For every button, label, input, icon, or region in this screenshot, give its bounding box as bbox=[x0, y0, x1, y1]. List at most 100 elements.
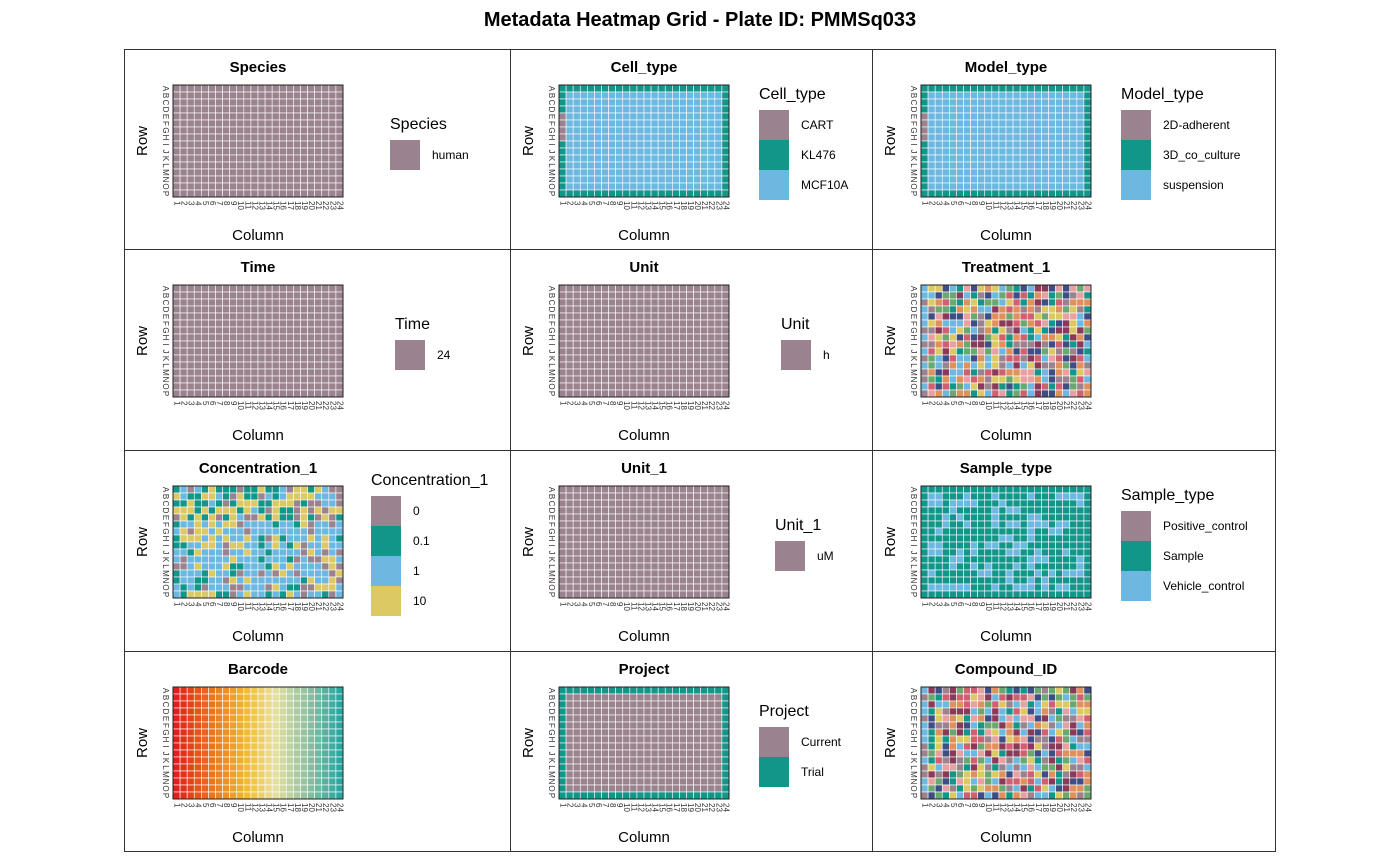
heatmap-cell bbox=[636, 340, 645, 349]
heatmap-cell bbox=[236, 354, 245, 363]
row-tick-label: O bbox=[161, 785, 170, 791]
heatmap-cell bbox=[1069, 161, 1078, 170]
heatmap-cell bbox=[1041, 182, 1049, 191]
heatmap-cell bbox=[193, 791, 202, 800]
heatmap-cell bbox=[286, 354, 294, 363]
heatmap-cell bbox=[1034, 133, 1042, 142]
heatmap-cell bbox=[186, 347, 195, 356]
heatmap-cell bbox=[172, 583, 181, 592]
heatmap-cell bbox=[1019, 312, 1028, 321]
heatmap-cell bbox=[686, 763, 694, 772]
heatmap-cell bbox=[186, 284, 195, 293]
heatmap-cell bbox=[215, 375, 223, 384]
heatmap-cell bbox=[977, 714, 986, 723]
heatmap-cell bbox=[565, 382, 574, 391]
row-tick-label: M bbox=[161, 369, 170, 376]
heatmap-cell bbox=[977, 576, 986, 585]
heatmap-cell bbox=[707, 91, 716, 100]
heatmap-cell bbox=[970, 693, 978, 702]
heatmap-cell bbox=[250, 161, 259, 170]
heatmap-cell bbox=[650, 763, 659, 772]
heatmap-cell bbox=[1055, 333, 1063, 342]
heatmap-cell bbox=[920, 382, 929, 391]
heatmap-cell bbox=[601, 784, 609, 793]
column-tick-label: 19 bbox=[300, 602, 309, 611]
heatmap-cell bbox=[300, 569, 308, 578]
heatmap-cell bbox=[998, 686, 1007, 695]
heatmap-cell bbox=[672, 527, 680, 536]
heatmap-cell bbox=[278, 735, 287, 744]
heatmap-cell bbox=[193, 189, 202, 198]
column-tick-label: 17 bbox=[672, 201, 681, 210]
heatmap-cell bbox=[587, 541, 595, 550]
heatmap-cell bbox=[321, 749, 330, 758]
heatmap-cell bbox=[314, 368, 323, 377]
heatmap-cell bbox=[236, 361, 245, 370]
heatmap-cell bbox=[186, 527, 195, 536]
heatmap-cell bbox=[693, 368, 701, 377]
panel-title: Model_type bbox=[965, 59, 1048, 76]
heatmap-cell bbox=[565, 389, 574, 398]
heatmap-cell bbox=[1005, 312, 1014, 321]
heatmap-cell bbox=[1026, 326, 1035, 335]
heatmap-cell bbox=[264, 368, 273, 377]
column-tick-label: 21 bbox=[1062, 602, 1071, 611]
heatmap-cell bbox=[278, 756, 287, 765]
heatmap-cell bbox=[1012, 298, 1021, 307]
column-tick-label: 11 bbox=[243, 401, 252, 410]
heatmap-cell bbox=[1026, 541, 1035, 550]
heatmap-cell bbox=[250, 91, 259, 100]
heatmap-cell bbox=[601, 168, 609, 177]
heatmap-cell bbox=[679, 182, 687, 191]
legend-swatch bbox=[1121, 511, 1151, 541]
heatmap-cell bbox=[201, 189, 209, 198]
heatmap-cell bbox=[672, 506, 680, 515]
heatmap-cell bbox=[335, 784, 344, 793]
heatmap-cell bbox=[172, 284, 181, 293]
heatmap-cell bbox=[201, 98, 209, 107]
heatmap-cell bbox=[307, 527, 315, 536]
column-tick-label: 24 bbox=[335, 401, 344, 410]
heatmap-cell bbox=[693, 506, 701, 515]
heatmap-cell bbox=[693, 777, 701, 786]
heatmap-cell bbox=[222, 161, 230, 170]
heatmap-cell bbox=[565, 140, 574, 149]
heatmap-cell bbox=[657, 175, 666, 184]
heatmap-cell bbox=[193, 312, 202, 321]
heatmap-cell bbox=[257, 319, 266, 328]
heatmap-cell bbox=[963, 112, 971, 121]
heatmap-cell bbox=[977, 527, 986, 536]
heatmap-cell bbox=[1012, 534, 1021, 543]
heatmap-cell bbox=[208, 576, 216, 585]
heatmap-cell bbox=[250, 175, 259, 184]
heatmap-cell bbox=[920, 319, 929, 328]
heatmap-cell bbox=[286, 756, 294, 765]
heatmap-cell bbox=[927, 119, 936, 128]
heatmap-cell bbox=[250, 770, 259, 779]
heatmap-cell bbox=[622, 784, 631, 793]
heatmap-cell bbox=[1048, 513, 1056, 522]
heatmap-cell bbox=[672, 569, 680, 578]
heatmap-cell bbox=[321, 312, 330, 321]
heatmap-cell bbox=[271, 389, 280, 398]
heatmap-cell bbox=[293, 541, 301, 550]
heatmap-cell bbox=[1026, 189, 1035, 198]
heatmap-cell bbox=[193, 112, 202, 121]
heatmap-cell bbox=[179, 527, 188, 536]
heatmap-cell bbox=[615, 312, 624, 321]
heatmap-cell bbox=[707, 721, 716, 730]
heatmap-cell bbox=[186, 326, 195, 335]
heatmap-cell bbox=[714, 555, 723, 564]
heatmap-cell bbox=[1034, 161, 1042, 170]
legend-item: CART bbox=[759, 110, 848, 140]
heatmap-cell bbox=[1048, 576, 1056, 585]
heatmap-cell bbox=[186, 133, 195, 142]
heatmap-cell bbox=[991, 520, 1000, 529]
heatmap-cell bbox=[629, 499, 638, 508]
heatmap-cell bbox=[328, 735, 337, 744]
heatmap-cell bbox=[286, 693, 294, 702]
heatmap-cell bbox=[984, 112, 993, 121]
heatmap-cell bbox=[179, 389, 188, 398]
heatmap-cell bbox=[307, 168, 315, 177]
heatmap-cell bbox=[321, 499, 330, 508]
